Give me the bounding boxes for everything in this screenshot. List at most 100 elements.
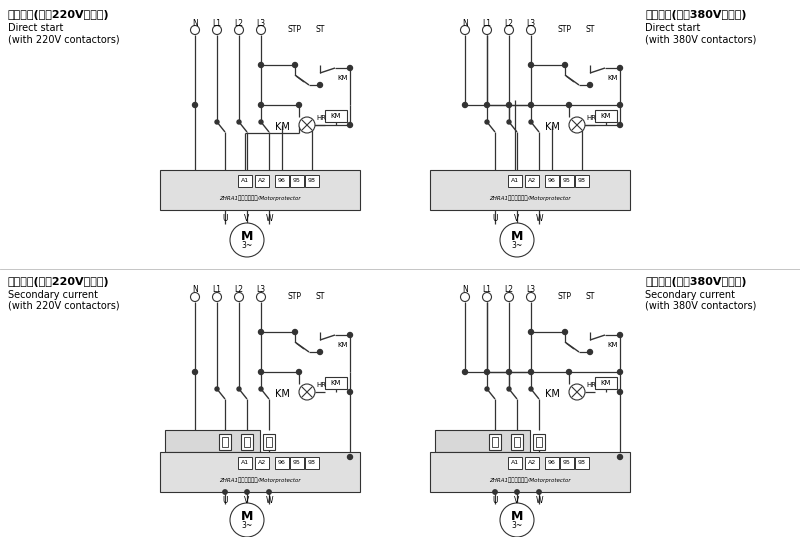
Text: KM: KM <box>275 389 290 399</box>
Bar <box>560 175 574 187</box>
Bar <box>575 457 589 469</box>
Bar <box>238 175 252 187</box>
Text: W: W <box>535 496 542 505</box>
Circle shape <box>569 384 585 400</box>
Circle shape <box>258 62 263 68</box>
Circle shape <box>493 490 498 494</box>
Circle shape <box>215 387 219 391</box>
Text: 95: 95 <box>563 178 571 184</box>
Text: KM: KM <box>337 342 347 348</box>
Circle shape <box>529 369 534 374</box>
Circle shape <box>267 490 271 494</box>
Text: 96: 96 <box>548 178 556 184</box>
Circle shape <box>485 369 490 374</box>
Circle shape <box>569 117 585 133</box>
Circle shape <box>347 454 353 460</box>
Text: A1: A1 <box>511 461 519 466</box>
Circle shape <box>587 350 593 354</box>
Circle shape <box>618 122 622 127</box>
Circle shape <box>258 103 263 107</box>
Circle shape <box>234 25 243 34</box>
Text: KM: KM <box>275 122 290 132</box>
Text: M: M <box>511 510 523 523</box>
Text: KM: KM <box>330 113 342 119</box>
Text: L1: L1 <box>482 18 491 27</box>
Circle shape <box>190 293 199 301</box>
Circle shape <box>618 332 622 337</box>
Text: STP: STP <box>558 25 572 34</box>
Circle shape <box>293 62 298 68</box>
Circle shape <box>461 25 470 34</box>
Text: 95: 95 <box>563 461 571 466</box>
Bar <box>545 457 559 469</box>
Bar <box>595 377 617 389</box>
Circle shape <box>297 369 302 374</box>
Bar <box>160 170 360 210</box>
Circle shape <box>482 293 491 301</box>
Text: 95: 95 <box>293 178 301 184</box>
Circle shape <box>257 293 266 301</box>
Text: ST: ST <box>315 25 325 34</box>
Circle shape <box>482 25 491 34</box>
Text: 3~: 3~ <box>242 241 253 250</box>
Text: M: M <box>241 229 253 243</box>
Text: U: U <box>492 496 498 505</box>
Text: STP: STP <box>558 292 572 301</box>
Text: (with 380V contactors): (with 380V contactors) <box>645 34 756 44</box>
Circle shape <box>230 223 264 257</box>
Circle shape <box>237 120 241 124</box>
Text: KM: KM <box>330 380 342 386</box>
Circle shape <box>245 490 250 494</box>
Text: L1: L1 <box>213 18 222 27</box>
Circle shape <box>562 330 567 335</box>
Text: U: U <box>492 214 498 223</box>
Bar <box>275 457 289 469</box>
Circle shape <box>193 369 198 374</box>
Text: U: U <box>222 496 228 505</box>
Bar <box>511 434 523 450</box>
Circle shape <box>293 330 298 335</box>
Circle shape <box>506 369 511 374</box>
Bar <box>222 437 228 447</box>
Bar <box>244 437 250 447</box>
Circle shape <box>259 387 263 391</box>
Text: L1: L1 <box>482 286 491 294</box>
Circle shape <box>193 103 198 107</box>
Circle shape <box>461 293 470 301</box>
Circle shape <box>618 389 622 395</box>
Text: ST: ST <box>586 292 594 301</box>
Text: L3: L3 <box>257 286 266 294</box>
Bar <box>545 175 559 187</box>
Circle shape <box>505 25 514 34</box>
Text: 3~: 3~ <box>511 241 522 250</box>
Circle shape <box>259 120 263 124</box>
Circle shape <box>190 25 199 34</box>
Text: 98: 98 <box>308 178 316 184</box>
Circle shape <box>506 103 511 107</box>
Circle shape <box>529 330 534 335</box>
Text: W: W <box>266 496 273 505</box>
Text: N: N <box>462 18 468 27</box>
Circle shape <box>507 387 511 391</box>
Text: KM: KM <box>601 380 611 386</box>
Circle shape <box>526 293 535 301</box>
Text: L3: L3 <box>526 18 535 27</box>
Text: HR: HR <box>316 115 326 121</box>
Bar <box>492 437 498 447</box>
Text: M: M <box>511 229 523 243</box>
Circle shape <box>318 83 322 88</box>
Bar <box>435 430 530 452</box>
Text: N: N <box>192 286 198 294</box>
Circle shape <box>562 62 567 68</box>
Circle shape <box>485 120 489 124</box>
Text: 二次电流(配合220V接触器): 二次电流(配合220V接触器) <box>8 277 110 287</box>
Circle shape <box>618 369 622 374</box>
Text: ZHRA1电动机保护器/Motorprotector: ZHRA1电动机保护器/Motorprotector <box>489 195 571 201</box>
Text: ZHRA1电动机保护器/Motorprotector: ZHRA1电动机保护器/Motorprotector <box>489 477 571 483</box>
Bar <box>263 434 275 450</box>
Bar <box>160 452 360 492</box>
Text: ST: ST <box>315 292 325 301</box>
Text: Direct start: Direct start <box>8 23 63 33</box>
Circle shape <box>537 490 542 494</box>
Text: V: V <box>244 496 250 505</box>
